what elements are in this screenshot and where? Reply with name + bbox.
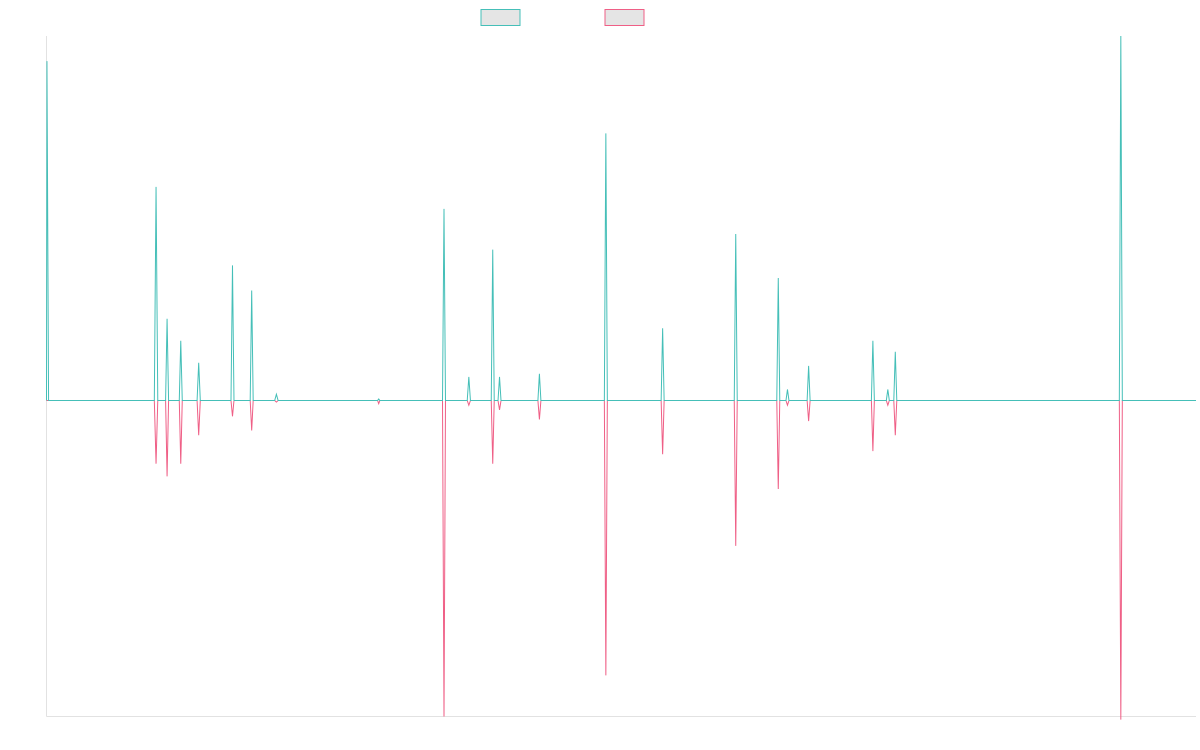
legend-swatch-positive[interactable] bbox=[480, 9, 521, 26]
series-line-negative bbox=[46, 400, 1196, 720]
legend-swatch-negative[interactable] bbox=[604, 9, 645, 26]
series-line-positive bbox=[46, 35, 1196, 401]
